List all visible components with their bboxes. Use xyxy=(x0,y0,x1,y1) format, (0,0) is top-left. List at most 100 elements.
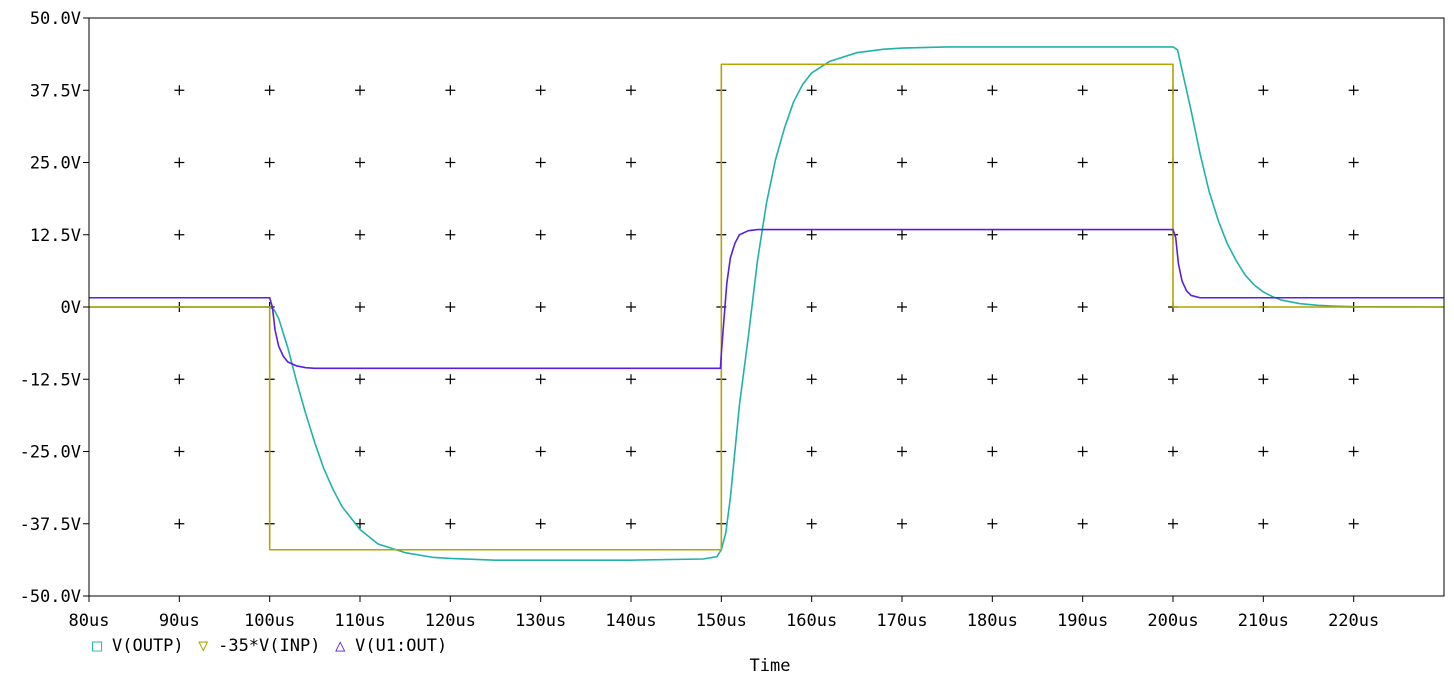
x-tick-label: 150us xyxy=(696,611,747,631)
grid-crosshair xyxy=(1077,518,1088,529)
grid-crosshair xyxy=(535,374,546,385)
legend-marker-2: △ xyxy=(335,636,346,656)
grid-crosshair xyxy=(355,446,365,457)
y-tick-label: 50.0V xyxy=(30,9,81,29)
grid-crosshair xyxy=(1077,446,1088,457)
grid-crosshair xyxy=(174,374,185,385)
series-line-1 xyxy=(89,63,1444,551)
x-tick-label: 210us xyxy=(1238,611,1289,631)
grid-crosshair xyxy=(1258,85,1269,96)
grid-crosshair xyxy=(987,518,998,529)
grid-crosshair xyxy=(445,302,456,312)
y-tick-label: 12.5V xyxy=(30,226,81,246)
grid-crosshair xyxy=(897,518,907,529)
y-tick-label: 25.0V xyxy=(30,154,81,174)
y-tick-label: 0V xyxy=(61,298,81,318)
grid-crosshair xyxy=(1348,157,1359,168)
x-tick-label: 90us xyxy=(159,611,200,631)
series-line-0 xyxy=(89,46,1445,561)
series-line-2 xyxy=(89,228,1444,370)
grid-crosshair xyxy=(535,518,546,529)
grid-crosshair xyxy=(535,229,546,240)
y-tick-label: 37.5V xyxy=(30,81,81,101)
grid-crosshair xyxy=(535,85,546,96)
grid-crosshair xyxy=(626,302,636,312)
grid-crosshair xyxy=(355,85,365,96)
grid-crosshair xyxy=(626,374,636,385)
grid-crosshair xyxy=(626,157,636,168)
x-tick-label: 180us xyxy=(967,611,1018,631)
grid-crosshair xyxy=(1348,374,1359,385)
series-layer xyxy=(89,46,1445,561)
x-axis: 80us 90us 100us 110us 120us 130us 140us 150us 16… xyxy=(69,596,1379,631)
grid-crosshair xyxy=(1348,446,1359,457)
grid-crosshair xyxy=(174,518,185,529)
x-tick-label: 160us xyxy=(786,611,837,631)
grid-crosshair xyxy=(1258,229,1269,240)
grid-crosshair xyxy=(535,446,546,457)
grid-crosshair xyxy=(535,157,546,168)
x-tick-label: 220us xyxy=(1328,611,1379,631)
grid-crosshair xyxy=(806,85,817,96)
legend-marker-1: ▽ xyxy=(198,636,209,656)
x-tick-label: 190us xyxy=(1057,611,1108,631)
grid-crosshair xyxy=(1168,374,1178,385)
y-tick-label: -25.0V xyxy=(20,443,81,463)
grid-crosshair xyxy=(264,85,275,96)
grid-crosshair xyxy=(355,229,365,240)
grid-crosshair xyxy=(1258,446,1269,457)
grid-crosshairs xyxy=(174,85,1359,529)
grid-crosshair xyxy=(1348,229,1359,240)
grid-crosshair xyxy=(355,518,365,529)
x-tick-label: 120us xyxy=(425,611,476,631)
grid-crosshair xyxy=(806,302,817,312)
grid-crosshair xyxy=(806,446,817,457)
y-axis: 50.0V 37.5V 25.0V 12.5V 0V -12.5V -25.0V -37.5V… xyxy=(20,9,89,607)
grid-crosshair xyxy=(445,229,456,240)
grid-crosshair xyxy=(987,374,998,385)
grid-crosshair xyxy=(897,446,907,457)
x-tick-label: 130us xyxy=(515,611,566,631)
legend-marker-0: □ xyxy=(92,636,103,656)
grid-crosshair xyxy=(1168,518,1178,529)
grid-crosshair xyxy=(445,157,456,168)
grid-crosshair xyxy=(355,374,365,385)
grid-crosshair xyxy=(174,229,185,240)
grid-crosshair xyxy=(1258,518,1269,529)
grid-crosshair xyxy=(626,518,636,529)
grid-crosshair xyxy=(174,446,185,457)
grid-crosshair xyxy=(806,518,817,529)
legend-label-1: -35*V(INP) xyxy=(218,636,320,656)
grid-crosshair xyxy=(445,85,456,96)
grid-crosshair xyxy=(1258,374,1269,385)
x-tick-label: 170us xyxy=(876,611,927,631)
grid-crosshair xyxy=(897,229,907,240)
grid-crosshair xyxy=(897,302,907,312)
grid-crosshair xyxy=(355,302,365,312)
y-tick-label: -12.5V xyxy=(20,370,81,390)
x-tick-label: 80us xyxy=(69,611,110,631)
grid-crosshair xyxy=(806,157,817,168)
grid-crosshair xyxy=(987,157,998,168)
grid-crosshair xyxy=(445,374,456,385)
grid-crosshair xyxy=(264,157,275,168)
y-tick-label: -37.5V xyxy=(20,515,81,535)
grid-crosshair xyxy=(174,85,185,96)
grid-crosshair xyxy=(264,229,275,240)
grid-crosshair xyxy=(626,85,636,96)
grid-crosshair xyxy=(1077,229,1088,240)
grid-crosshair xyxy=(987,85,998,96)
grid-crosshair xyxy=(1077,85,1088,96)
grid-crosshair xyxy=(1077,302,1088,312)
grid-crosshair xyxy=(1077,157,1088,168)
y-tick-label: -50.0V xyxy=(20,587,81,607)
grid-crosshair xyxy=(897,157,907,168)
grid-crosshair xyxy=(987,302,998,312)
grid-crosshair xyxy=(1168,446,1178,457)
grid-crosshair xyxy=(897,85,907,96)
grid-crosshair xyxy=(806,229,817,240)
grid-crosshair xyxy=(626,229,636,240)
grid-crosshair xyxy=(535,302,546,312)
grid-crosshair xyxy=(806,374,817,385)
